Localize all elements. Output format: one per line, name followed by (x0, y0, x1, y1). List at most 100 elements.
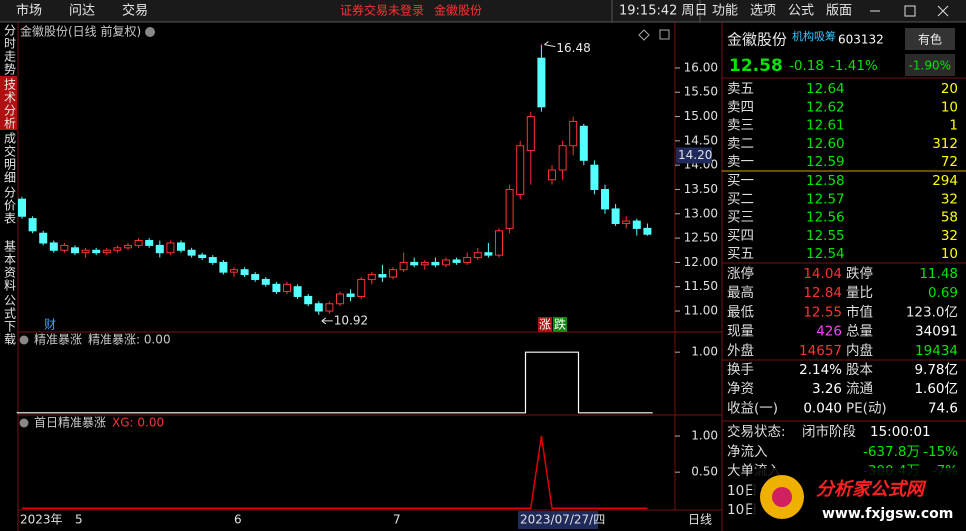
top-stock: 金徽股份 (434, 3, 482, 18)
badge-bg (538, 317, 552, 332)
stock-code: 603132 (838, 33, 884, 47)
side-tab[interactable]: 分价表 (3, 186, 17, 225)
period[interactable]: 日线 (688, 513, 712, 527)
book-volume: 10 (941, 99, 958, 115)
badge[interactable]: 财 (44, 318, 56, 332)
indicator-title: 精准暴涨 (34, 332, 82, 347)
stat-value: 14.04 (803, 266, 842, 282)
side-tab[interactable]: 公式下载 (3, 294, 17, 346)
book-volume: 32 (941, 228, 958, 244)
badge[interactable]: 跌 (554, 317, 566, 332)
top-bar (0, 0, 966, 22)
badge[interactable]: 涨 (539, 317, 551, 332)
candle-body (18, 198, 26, 217)
y-tick-label: 12.00 (684, 255, 718, 269)
maximize-icon[interactable] (904, 5, 916, 17)
side-tab[interactable]: 基本资料 (3, 240, 17, 292)
book-price: 12.58 (806, 173, 845, 189)
candle-body (442, 259, 450, 266)
y-tick-label: 11.00 (684, 304, 718, 318)
change-pct: -1.41% (830, 58, 878, 74)
stat-label: 最高 (727, 284, 754, 301)
stat-label: 净资 (727, 381, 754, 397)
candle-body (569, 120, 578, 147)
candle-body (60, 244, 69, 251)
stat-label: 总量 (846, 324, 873, 340)
candle-body (155, 244, 164, 254)
candle-body (473, 252, 482, 259)
login-notice: 证券交易未登录 (340, 3, 424, 18)
stat-label: 量比 (846, 285, 873, 301)
logo-name: 分析家公式网 (816, 479, 927, 500)
candle-body (134, 240, 143, 246)
stat-label: PE(动) (846, 400, 887, 416)
book-price: 12.62 (806, 99, 845, 115)
candle-body (611, 208, 620, 225)
book-price: 12.64 (806, 81, 845, 97)
candle-body (145, 240, 154, 246)
y-tick-label: 14.50 (684, 133, 718, 147)
candle-body (177, 242, 185, 251)
menu-item[interactable]: 公式 (788, 4, 814, 19)
book-label: 卖二 (727, 136, 754, 152)
candle-body (463, 257, 472, 263)
menu-item[interactable]: 市场 (16, 3, 42, 19)
low-label: 10.92 (334, 313, 368, 327)
restore-icon[interactable] (659, 29, 670, 40)
menu-icon[interactable] (19, 335, 29, 345)
candle-body (102, 249, 111, 254)
stat-label: 换手 (727, 362, 754, 378)
stat-value: 3.26 (812, 381, 842, 397)
menu-item[interactable]: 问达 (69, 4, 95, 19)
side-tab[interactable]: 技术分析 (3, 78, 17, 130)
stat-label: 最低 (727, 304, 755, 320)
book-price: 12.61 (806, 118, 845, 134)
candle-body (420, 261, 429, 266)
candle-body (81, 249, 90, 254)
candle-body (49, 242, 58, 251)
candle-body (590, 164, 599, 190)
stat-label: 外盘 (727, 342, 754, 359)
y-tick-label: 1.00 (691, 429, 718, 443)
y-tick-label: 1.00 (691, 345, 718, 359)
menu-item[interactable]: 交易 (122, 3, 148, 19)
change: -0.18 (789, 58, 824, 74)
book-volume: 58 (941, 210, 958, 226)
candle-body (208, 257, 217, 263)
cursor-price-box (676, 147, 712, 164)
candle-body (28, 218, 37, 232)
sector-box[interactable] (905, 28, 955, 50)
side-tab[interactable]: 成交明细 (3, 132, 17, 184)
book-volume: 1 (949, 118, 958, 134)
menu-item[interactable]: 选项 (750, 4, 776, 19)
candle-body (325, 303, 334, 312)
y-tick-label: 15.00 (684, 109, 718, 123)
tab-active (0, 76, 17, 130)
stat-value: 426 (816, 324, 842, 340)
menu-item[interactable]: 版面 (826, 4, 852, 19)
menu-icon[interactable] (19, 418, 29, 428)
candle-body (314, 303, 323, 312)
cursor-price: 14.20 (678, 148, 712, 162)
menu-icon[interactable] (145, 27, 155, 37)
candle-body (632, 220, 641, 229)
candle-body (399, 261, 408, 271)
y-tick-label: 11.50 (684, 279, 718, 293)
side-tab[interactable]: 分时走势 (3, 24, 17, 76)
stat-label: 市值 (846, 303, 873, 320)
book-price: 12.55 (806, 228, 845, 244)
status-time: 15:00:01 (870, 424, 931, 440)
y-tick-label: 16.00 (684, 60, 718, 74)
sector[interactable]: 有色 (918, 33, 942, 47)
stat-value: 14657 (799, 343, 842, 359)
book-label: 卖一 (727, 154, 754, 170)
book-label: 买三 (727, 210, 754, 226)
book-label: 卖五 (727, 81, 754, 97)
menu-item[interactable]: 功能 (712, 4, 738, 19)
close-icon[interactable] (937, 5, 949, 17)
stat-value: 2.14% (799, 362, 842, 378)
y-tick-label: 0.50 (691, 465, 718, 479)
book-price: 12.56 (806, 210, 845, 226)
flow-label: 净流入 (727, 444, 768, 460)
